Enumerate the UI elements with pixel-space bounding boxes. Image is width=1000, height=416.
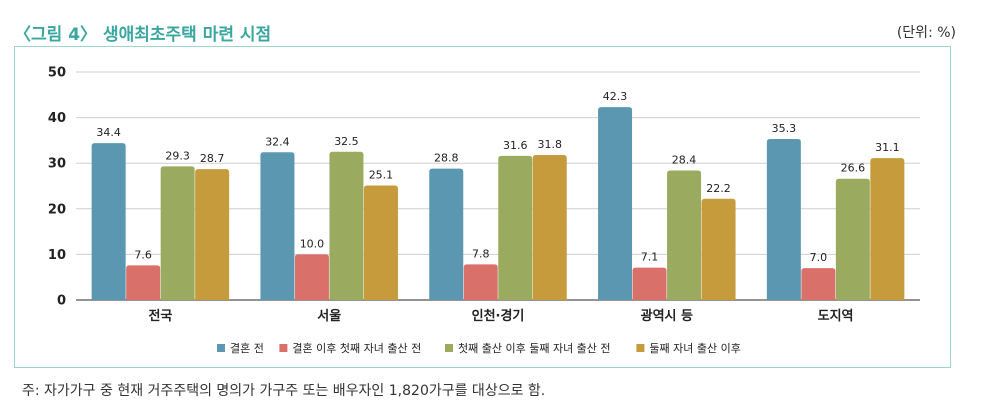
legend-item: 둘째 자녀 출산 이후 [636, 342, 741, 355]
bar [91, 143, 126, 300]
data-label: 22.2 [706, 182, 731, 195]
data-label: 35.3 [772, 122, 797, 135]
bar [160, 166, 195, 300]
footnote: 주: 자가가구 중 현재 거주주택의 명의가 가구주 또는 배우자인 1,820… [22, 383, 546, 399]
legend-item: 결혼 이후 첫째 자녀 출산 전 [279, 342, 421, 355]
data-label: 32.4 [265, 135, 290, 148]
data-label: 29.3 [165, 149, 190, 162]
x-tick-label: 전국 [148, 308, 172, 324]
data-label: 7.1 [641, 251, 659, 264]
legend-item: 결혼 전 [217, 342, 264, 355]
data-label: 31.6 [503, 139, 528, 152]
y-tick-label: 0 [57, 294, 66, 309]
data-label: 28.7 [200, 152, 225, 165]
bar [463, 264, 498, 300]
bar [598, 107, 633, 300]
x-tick-label: 광역시 등 [641, 308, 693, 324]
legend-item: 첫째 출산 이후 둘째 자녀 출산 전 [445, 342, 611, 355]
y-tick-label: 10 [48, 248, 66, 263]
unit-label: (단위: %) [896, 25, 956, 41]
bar [667, 170, 702, 300]
data-label: 26.6 [841, 162, 866, 175]
data-label: 34.4 [96, 126, 121, 139]
data-label: 32.5 [334, 135, 359, 148]
data-label: 7.6 [134, 248, 152, 261]
bar [429, 168, 464, 300]
legend-swatch [279, 344, 288, 352]
bar [294, 254, 329, 300]
data-label: 7.8 [472, 247, 490, 260]
legend-swatch [217, 344, 225, 352]
bar [260, 152, 295, 300]
data-labels: 34.4 7.6 29.3 28.7 32.4 10.0 32.5 25.1 28.8 7.8 31… [96, 90, 899, 264]
data-label: 42.3 [603, 90, 628, 103]
bar [835, 178, 870, 300]
data-label: 28.8 [434, 152, 459, 165]
legend-swatch [445, 344, 453, 352]
data-label: 31.8 [538, 138, 563, 151]
legend: 결혼 전 결혼 이후 첫째 자녀 출산 전 첫째 출산 이후 둘째 자녀 출산 전 둘… [217, 342, 741, 355]
bar [532, 154, 567, 300]
bar [632, 267, 667, 300]
data-label: 10.0 [300, 237, 325, 250]
bar [701, 198, 736, 300]
y-tick-label: 40 [48, 111, 66, 126]
bar [498, 155, 533, 300]
legend-label: 첫째 출산 이후 둘째 자녀 출산 전 [458, 342, 611, 355]
legend-label: 둘째 자녀 출산 이후 [649, 342, 740, 355]
data-label: 31.1 [875, 141, 900, 154]
data-label: 25.1 [369, 169, 394, 182]
legend-swatch [636, 344, 645, 352]
legend-label: 결혼 전 [230, 342, 264, 355]
x-tick-label: 도지역 [818, 308, 854, 324]
y-axis: 0 10 20 30 40 50 [48, 66, 66, 309]
x-tick-label: 서울 [317, 308, 341, 324]
bar [195, 169, 230, 300]
chart-frame [14, 46, 951, 368]
bar [801, 268, 836, 300]
chart-title: 〈그림 4〉 생애최초주택 마련 시점 [14, 25, 272, 45]
x-axis: 전국 서울 인천·경기 광역시 등 도지역 [148, 308, 853, 324]
bar [126, 265, 161, 300]
y-tick-label: 20 [48, 202, 66, 217]
bars [91, 107, 905, 300]
bar [766, 139, 801, 300]
data-label: 28.4 [672, 153, 697, 166]
bar [329, 151, 364, 300]
data-label: 7.0 [810, 251, 828, 264]
x-tick-label: 인천·경기 [472, 308, 525, 324]
bar [870, 158, 905, 300]
legend-label: 결혼 이후 첫째 자녀 출산 전 [292, 342, 421, 355]
y-tick-label: 30 [48, 157, 66, 172]
y-tick-label: 50 [48, 66, 66, 81]
bar [363, 185, 398, 300]
